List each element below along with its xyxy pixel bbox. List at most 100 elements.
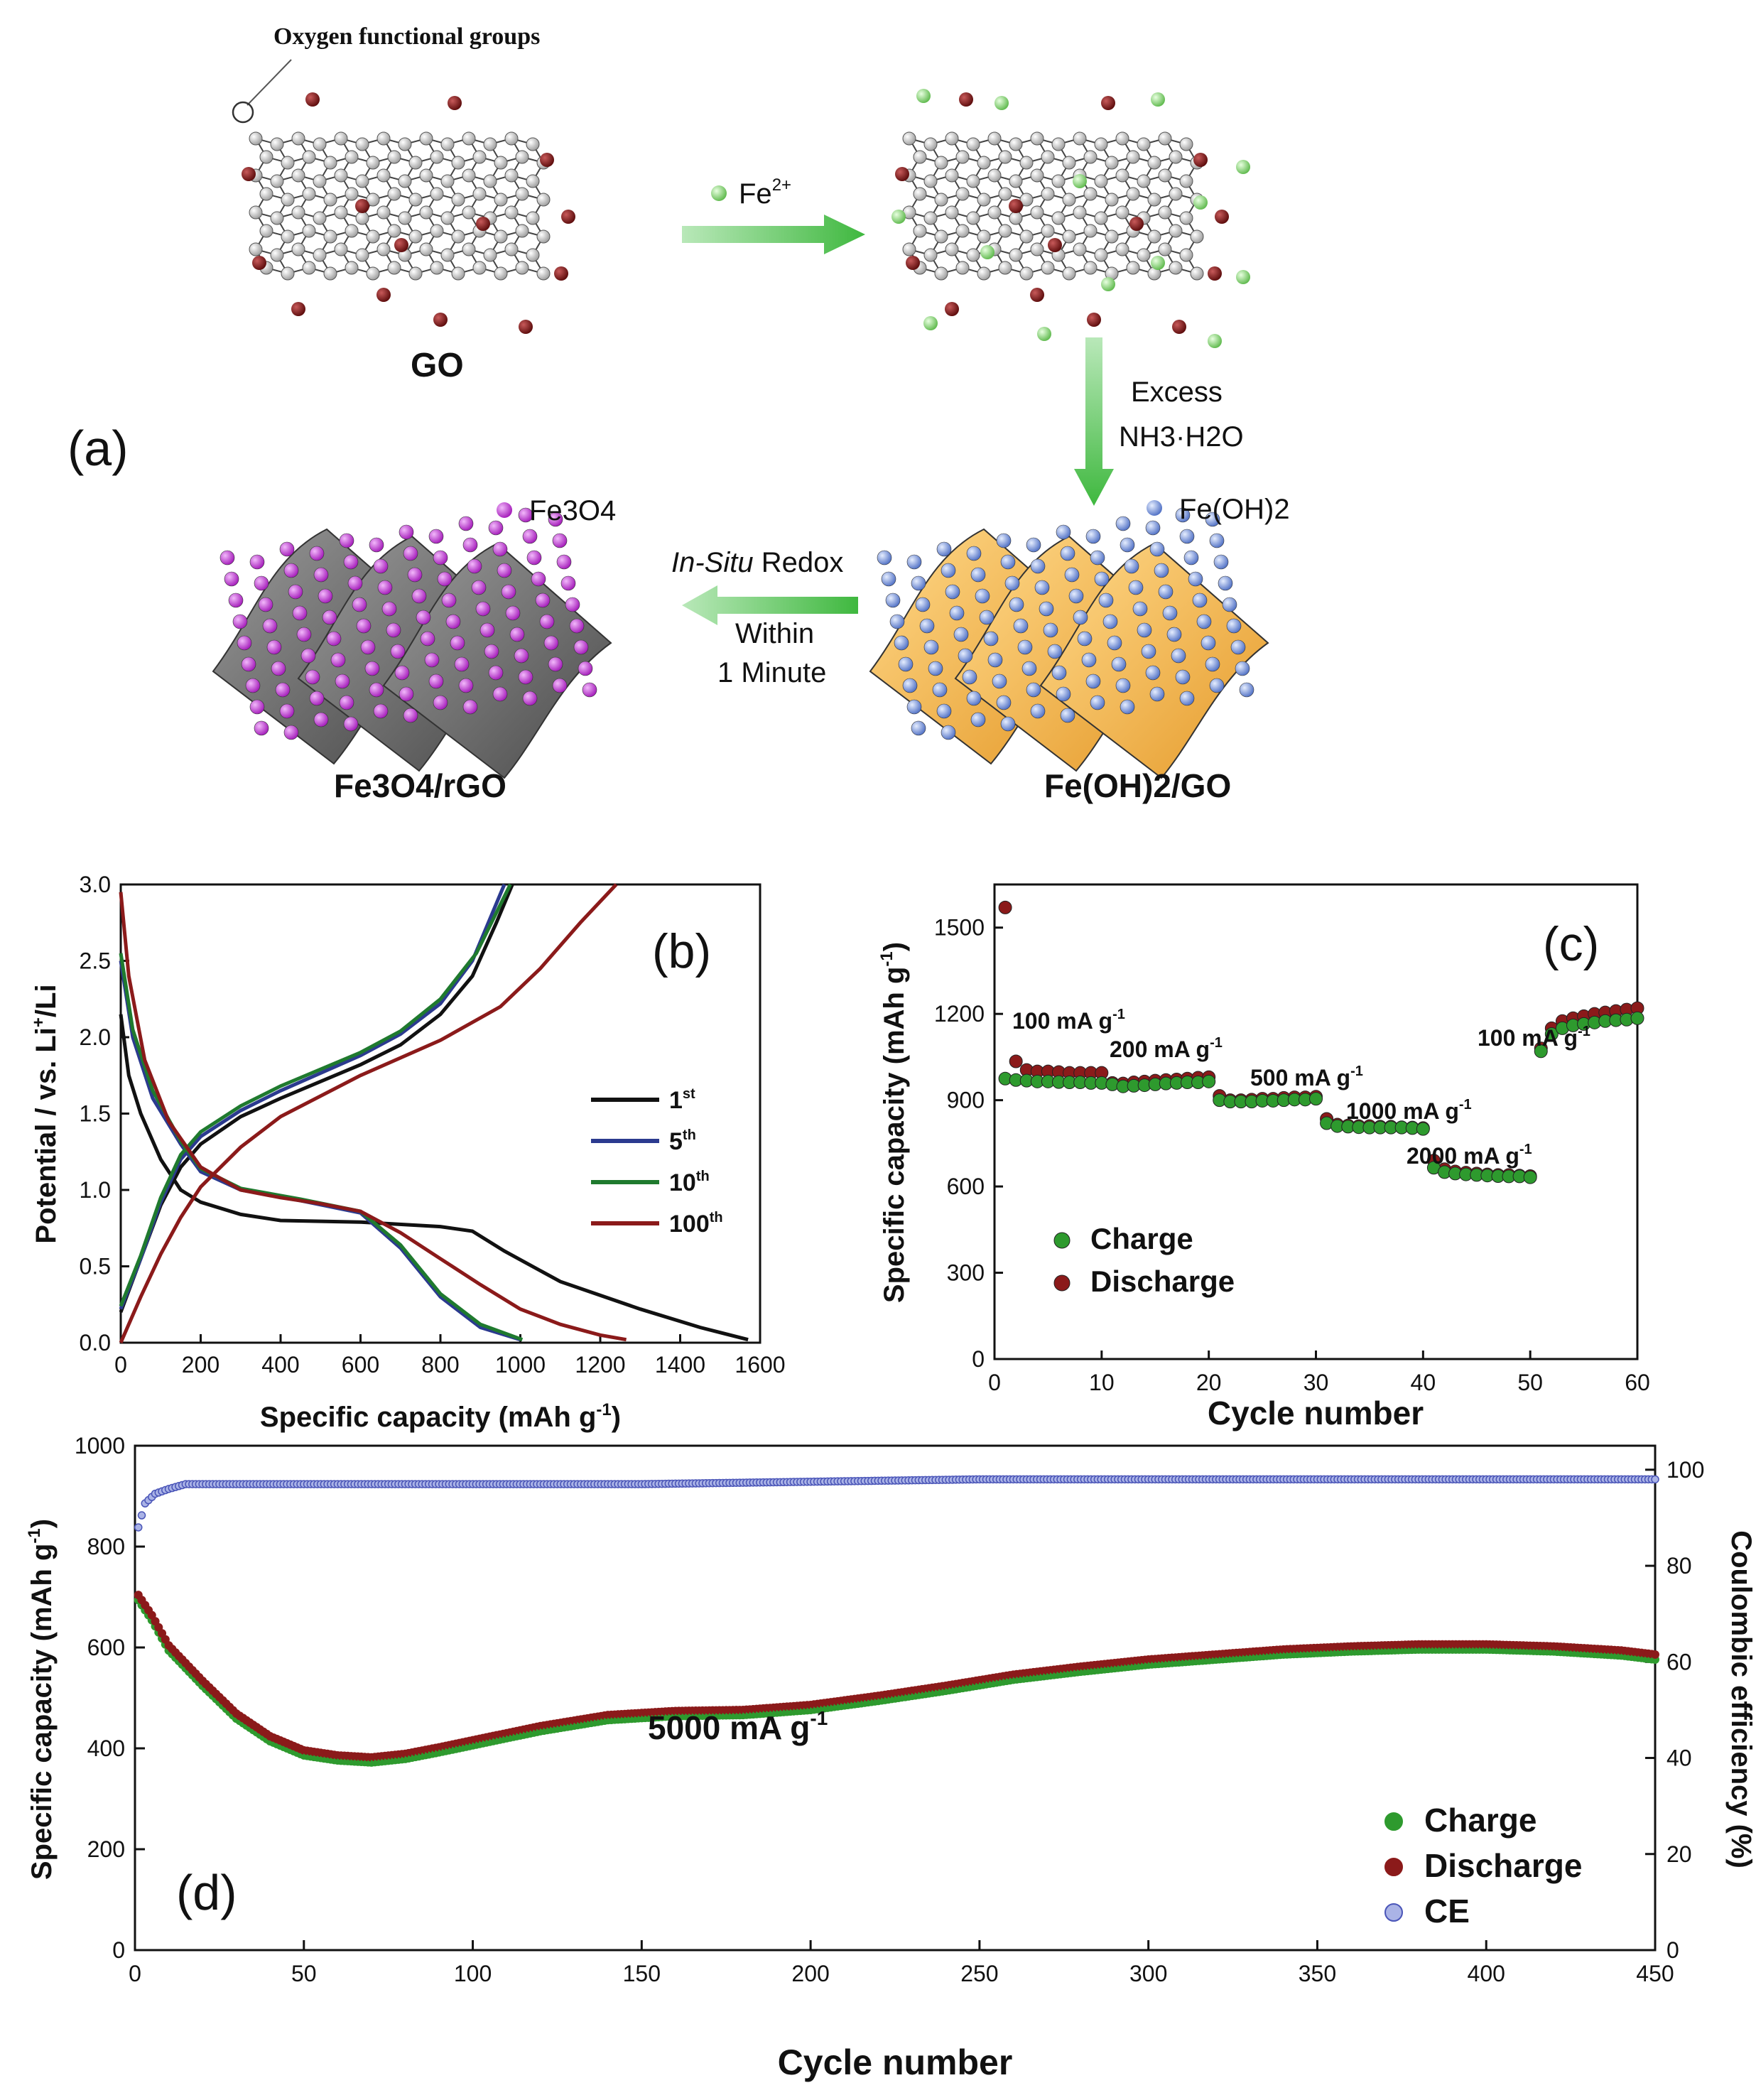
feoh2-particle — [1004, 575, 1020, 591]
fe2-ion — [1236, 270, 1250, 284]
fe3o4-particle — [497, 563, 512, 578]
carbon-atom — [291, 242, 305, 256]
carbon-atom — [398, 137, 412, 151]
carbon-atom — [526, 211, 540, 225]
chart-b-lines — [119, 883, 749, 1343]
feoh2-particle — [1179, 529, 1195, 544]
chart-c-legend-marker — [1053, 1274, 1071, 1292]
oxygen-atom — [945, 302, 959, 316]
chart-b-xtick-label: 0 — [114, 1352, 127, 1378]
chart-c-rate-label: 500 mA g-1 — [1250, 1063, 1363, 1090]
excess-label: Excess — [1131, 377, 1223, 408]
carbon-atom — [1105, 193, 1119, 207]
fe3o4-particle — [309, 691, 325, 706]
carbon-atom — [281, 266, 295, 281]
feoh2-particle — [1064, 567, 1080, 583]
carbon-atom — [945, 205, 959, 220]
fe3o4-particle — [552, 533, 568, 548]
fe3o4-particle — [318, 588, 333, 604]
carbon-atom — [313, 137, 327, 151]
feoh2-go-sheet — [869, 507, 1269, 779]
fe2-label: Fe2+ — [739, 175, 791, 210]
fe3o4-particle — [275, 682, 291, 698]
carbon-atom — [376, 168, 391, 183]
oxygen-atom — [376, 288, 391, 302]
within-label: Within — [735, 618, 814, 649]
carbon-atom — [419, 205, 433, 220]
feoh2-particle — [966, 691, 982, 706]
carbon-atom — [1030, 131, 1044, 146]
feoh2-particle — [1213, 554, 1229, 570]
carbon-atom — [504, 168, 519, 183]
feoh2-particle — [1205, 512, 1220, 527]
panel-a-label: (a) — [67, 421, 129, 476]
fe3o4-particle — [424, 652, 440, 668]
feoh2-particle — [881, 571, 896, 587]
chart-b-discharge-10th — [119, 953, 524, 1342]
chart-b-legend-label: 10th — [669, 1169, 710, 1196]
carbon-atom — [526, 248, 540, 262]
fe3o4-particle — [479, 622, 495, 638]
chart-c-legend: Charge Discharge — [1053, 1222, 1235, 1298]
feoh2-particle — [941, 725, 956, 740]
carbon-atom — [440, 137, 455, 151]
carbon-atom — [977, 266, 991, 281]
carbon-atom — [462, 205, 476, 220]
oxygen-atom — [906, 256, 920, 270]
carbon-atom — [1190, 229, 1204, 244]
fe3o4-particle — [556, 554, 572, 570]
chart-d-legend-marker — [1384, 1858, 1403, 1876]
carbon-atom — [966, 174, 980, 188]
carbon-atom — [313, 211, 327, 225]
carbon-atom — [1147, 156, 1161, 170]
fe3o4-particle — [475, 601, 491, 617]
fe3o4-particle — [249, 699, 265, 715]
feoh2-particle — [1120, 537, 1135, 553]
carbon-atom — [430, 261, 444, 275]
feoh2-particle — [1137, 622, 1152, 638]
feoh2-particle — [1009, 597, 1024, 612]
fe3o4-particle — [241, 656, 256, 672]
carbon-atom — [302, 150, 316, 164]
fe3o4-particle — [522, 691, 538, 706]
carbon-atom — [387, 261, 401, 275]
chart-c-legend-label: Discharge — [1090, 1265, 1235, 1298]
feoh2-particle — [911, 720, 926, 736]
carbon-atom — [987, 168, 1002, 183]
feoh2-particle — [1030, 558, 1046, 574]
fe3o4-particle — [228, 592, 244, 608]
fe3o4-particle — [330, 652, 346, 668]
fe3o4-particle — [300, 648, 316, 664]
oxygen-atom — [355, 199, 369, 213]
carbon-atom — [955, 150, 970, 164]
fe3o4-particle — [411, 588, 427, 604]
feoh2-particle — [1209, 533, 1225, 548]
carbon-atom — [1126, 187, 1140, 201]
carbon-atom — [270, 211, 284, 225]
fe3o4-particle — [249, 554, 265, 570]
fe2-ion — [994, 96, 1009, 110]
chart-b-discharge-1st — [119, 1014, 749, 1342]
oxygen-atom — [1048, 238, 1062, 252]
oxygen-groups-label: Oxygen functional groups — [273, 23, 540, 50]
carbon-atom — [955, 187, 970, 201]
fe3o4-particle — [514, 648, 529, 664]
schematic-panel: (a) Oxygen functional groups GO Fe2+ Exc… — [67, 23, 1290, 804]
feoh2-particle — [1166, 627, 1182, 642]
carbon-atom — [504, 242, 519, 256]
carbon-atom — [536, 229, 551, 244]
chart-b-legend-label: 1st — [669, 1086, 695, 1114]
carbon-atom — [366, 156, 380, 170]
chart-b-ytick-label: 2.0 — [80, 1024, 111, 1050]
carbon-atom — [323, 193, 337, 207]
carbon-atom — [536, 193, 551, 207]
carbon-atom — [1062, 156, 1076, 170]
feoh2-particle — [911, 575, 926, 591]
feoh2-particle — [958, 648, 973, 664]
chart-d-xtick-label: 450 — [1636, 1961, 1674, 1986]
chart-d-xtick-label: 400 — [1468, 1961, 1505, 1986]
feoh2-particle — [941, 563, 956, 578]
fe3o4-particle — [224, 571, 239, 587]
